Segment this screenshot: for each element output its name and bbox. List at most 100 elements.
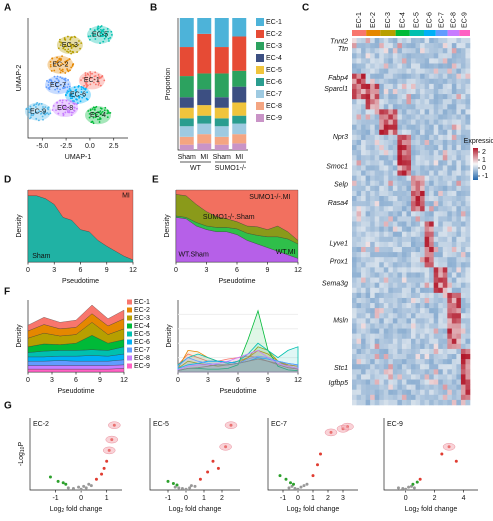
heat-cell	[370, 267, 375, 273]
heat-cell	[397, 170, 403, 176]
heat-cell	[438, 175, 444, 182]
cell-dot	[101, 110, 104, 113]
heat-cell	[460, 323, 466, 329]
heat-cell	[397, 38, 403, 44]
point	[289, 481, 292, 485]
heat-cell	[465, 246, 471, 253]
heat-cell	[397, 272, 403, 278]
heat-cell	[374, 165, 380, 171]
heat-cell	[406, 359, 412, 365]
heat-cell	[352, 348, 357, 355]
heat-cell	[411, 354, 416, 360]
heat-cell	[438, 292, 444, 299]
heat-cell	[451, 48, 457, 54]
heat-cell	[365, 277, 371, 283]
cell-dot	[89, 83, 92, 86]
cell-dot	[38, 110, 41, 113]
cell-dot	[86, 84, 89, 87]
heat-cell	[456, 139, 462, 146]
heat-cell	[361, 241, 366, 248]
cell-dot	[37, 119, 40, 122]
heat-cell	[415, 292, 421, 299]
cell-dot	[85, 82, 87, 84]
cell-dot	[98, 82, 101, 84]
heat-cell	[406, 58, 412, 64]
heat-cell	[415, 348, 421, 355]
heat-cell	[465, 48, 471, 54]
heat-cell	[433, 43, 439, 49]
heat-cell	[420, 252, 425, 258]
heat-cell	[392, 399, 398, 406]
heat-cell	[356, 139, 362, 146]
heat-cell	[415, 343, 421, 350]
heat-cell	[415, 124, 421, 131]
heat-cell	[374, 190, 380, 197]
heat-cell	[397, 389, 403, 396]
heat-cell	[438, 333, 444, 340]
axis-label-part: 2	[61, 508, 64, 514]
heat-cell	[406, 343, 412, 350]
x-tick-label: 2	[433, 495, 437, 502]
heat-cell	[420, 180, 425, 187]
heat-cell	[451, 226, 457, 232]
heat-cell	[420, 364, 425, 370]
heat-cell	[451, 139, 457, 146]
heat-cell	[465, 58, 471, 64]
heat-cell	[406, 374, 412, 380]
cell-dot	[84, 74, 87, 77]
heat-cell	[406, 246, 412, 253]
cell-dot	[98, 77, 101, 80]
heat-cell	[352, 354, 357, 360]
heat-cell	[465, 129, 471, 136]
heat-cell	[438, 343, 444, 350]
heat-cell	[447, 48, 453, 54]
cell-dot	[96, 28, 99, 31]
heat-cell	[429, 338, 434, 345]
heat-cell	[352, 109, 357, 115]
cell-dot	[70, 52, 73, 55]
heat-cell	[460, 374, 466, 380]
heat-cell	[465, 328, 471, 334]
heat-cell	[374, 399, 380, 406]
heat-cell	[451, 338, 457, 345]
heat-cell	[456, 241, 462, 248]
heat-cell	[456, 160, 462, 166]
heat-cell	[352, 119, 357, 125]
heat-cell	[460, 170, 466, 176]
cell-dot	[56, 56, 58, 59]
heat-cell	[361, 63, 366, 69]
bar-segment	[179, 136, 194, 145]
point	[411, 482, 415, 486]
heat-cell	[447, 252, 453, 258]
heat-cell	[370, 73, 375, 80]
axis-label: Density	[166, 324, 173, 348]
heat-cell	[415, 297, 421, 304]
cell-dot	[61, 101, 64, 104]
heat-cell	[438, 201, 444, 207]
heat-cell	[442, 170, 448, 176]
heat-cell	[411, 124, 416, 131]
heat-cell	[397, 196, 403, 202]
x-tick-label: 0	[174, 267, 178, 274]
cell-dot	[91, 112, 94, 114]
heat-cell	[415, 160, 421, 166]
heat-cell	[397, 333, 403, 340]
heat-cell	[370, 94, 375, 100]
heat-cell	[460, 318, 466, 324]
heat-cell	[442, 185, 448, 192]
heat-cell	[442, 216, 448, 222]
heat-cell	[392, 53, 398, 59]
heat-cell	[465, 379, 471, 385]
heat-cell	[447, 226, 453, 232]
heat-cell	[406, 196, 412, 202]
heat-cell	[447, 206, 453, 212]
heat-cell	[415, 78, 421, 85]
heat-cell	[411, 292, 416, 299]
heat-cell	[442, 68, 448, 74]
heat-cell	[429, 328, 434, 334]
heat-cell	[392, 394, 398, 401]
heat-cell	[388, 88, 394, 95]
heat-cell	[460, 379, 466, 385]
cell-dot	[67, 106, 70, 109]
point	[66, 486, 70, 490]
